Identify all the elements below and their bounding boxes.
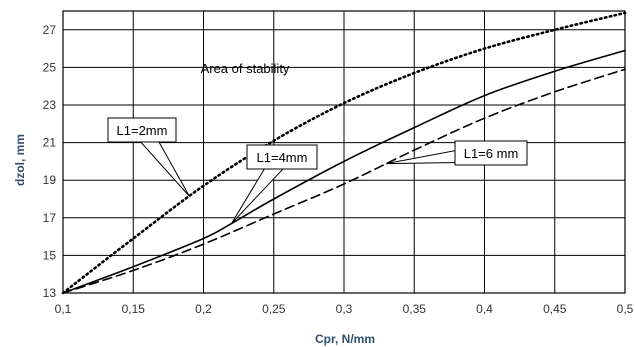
callout-box: [246, 144, 318, 170]
series-line-1: [61, 11, 627, 295]
callout-label: L1=6 mm: [464, 146, 519, 161]
x-tick-label: 0,35: [403, 302, 427, 316]
x-tick-label: 0,25: [262, 302, 286, 316]
callout-3: L1=6 mm: [386, 140, 528, 166]
y-tick-label: 13: [43, 286, 57, 300]
callout-box: [107, 117, 177, 143]
y-tick-label: 15: [43, 248, 57, 262]
x-tick-label: 0,4: [476, 302, 493, 316]
y-tick-label: 17: [43, 211, 57, 225]
annotation-area-of-stability: Area of stability: [201, 61, 290, 76]
callout-2: L1=4mm: [231, 144, 318, 224]
x-tick-label: 0,45: [543, 302, 567, 316]
y-tick-label: 21: [43, 136, 57, 150]
x-tick-label: 0,5: [617, 302, 634, 316]
callout-1: L1=2mm: [107, 117, 190, 197]
x-tick-label: 0,15: [122, 302, 146, 316]
y-tick-label: 27: [43, 23, 57, 37]
x-axis-title: Cpr, N/mm: [315, 332, 375, 346]
x-tick-label: 0,3: [336, 302, 353, 316]
callout-box: [454, 140, 528, 166]
callout-label: L1=2mm: [117, 123, 168, 138]
series-line-3: [62, 68, 626, 294]
series-line-2: [62, 49, 626, 294]
y-tick-label: 19: [43, 173, 57, 187]
x-tick-label: 0,1: [55, 302, 72, 316]
callout-label: L1=4mm: [257, 150, 308, 165]
plot-area: 0,1 0,15 0,2 0,25 0,3 0,35 0,4 0,45 0,5 13 15 17 19 2…: [43, 10, 634, 316]
y-axis-title: dzol, mm: [13, 134, 27, 186]
x-tick-label: 0,2: [195, 302, 212, 316]
y-tick-label: 25: [43, 60, 57, 74]
y-tick-label: 23: [43, 98, 57, 112]
